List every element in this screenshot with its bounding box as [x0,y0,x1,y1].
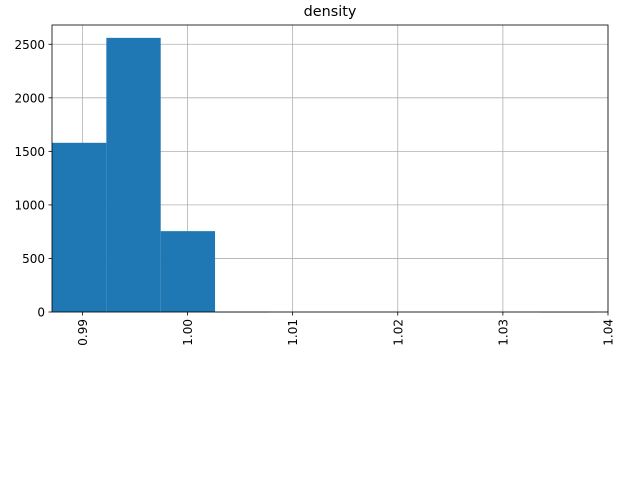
chart-title: density [304,4,357,20]
x-tick-label: 1.02 [391,319,405,346]
y-tick-label: 0 [37,306,45,320]
x-tick-label: 1.00 [181,319,195,346]
y-tick-label: 2500 [14,38,45,52]
histogram-bar [52,142,107,312]
x-tick-label: 1.01 [286,319,300,346]
x-tick-label: 1.03 [496,319,510,346]
histogram-bar [106,37,161,313]
histogram-bar [160,231,216,312]
x-tick-label: 0.99 [76,319,90,346]
y-tick-label: 2000 [14,91,45,105]
y-axis-ticks: 0 500 1000 1500 2000 2500 [14,38,52,320]
bars-layer [52,37,596,313]
x-axis-ticks: 0.99 1.00 1.01 1.02 1.03 1.04 [76,312,616,346]
x-tick-label: 1.04 [602,319,616,346]
axes-frame [51,24,609,313]
y-tick-label: 1500 [14,145,45,159]
y-tick-label: 500 [22,252,45,266]
y-tick-label: 1000 [14,198,45,212]
